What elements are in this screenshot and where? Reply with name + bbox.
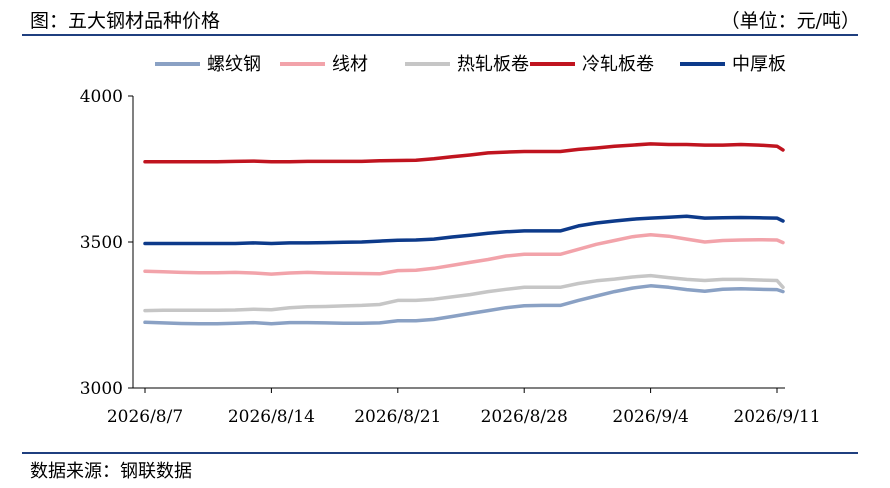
- legend-item: 中厚板: [680, 54, 786, 75]
- y-tick-label: 4000: [80, 87, 123, 107]
- x-tick: 2026/9/4: [612, 388, 689, 427]
- y-tick-label: 3000: [80, 379, 123, 399]
- y-tick: 3000: [80, 379, 133, 399]
- chart-header: 图：五大钢材品种价格 （单位：元/吨）: [0, 0, 890, 34]
- legend-item: 冷轧板卷: [530, 54, 654, 75]
- series-line-线材: [143, 232, 785, 276]
- legend-label: 冷轧板卷: [582, 54, 654, 75]
- footer-divider: [22, 452, 858, 454]
- legend-item: 线材: [280, 54, 368, 75]
- series-line-中厚板: [143, 214, 785, 246]
- header-divider: [22, 34, 858, 36]
- x-tick-label: 2026/8/7: [107, 407, 183, 427]
- price-line-chart: 螺纹钢 线材 热轧板卷 冷轧板卷 中厚板 3000 3500 4000 2026/8/7 202…: [80, 54, 821, 427]
- legend: 螺纹钢 线材 热轧板卷 冷轧板卷 中厚板: [155, 54, 786, 75]
- x-tick: 2026/8/21: [354, 388, 441, 427]
- series-lines: [143, 142, 785, 326]
- chart-title: 图：五大钢材品种价格: [30, 10, 221, 32]
- data-source: 数据来源：钢联数据: [30, 461, 192, 482]
- legend-label: 热轧板卷: [457, 54, 529, 75]
- x-tick: 2026/9/11: [733, 388, 821, 427]
- x-tick-label: 2026/9/11: [733, 407, 820, 427]
- legend-label: 螺纹钢: [207, 54, 261, 75]
- series-line-热轧板卷: [143, 273, 785, 313]
- legend-label: 中厚板: [732, 54, 786, 75]
- y-tick-label: 3500: [80, 233, 123, 253]
- unit-label: （单位：元/吨）: [720, 10, 860, 32]
- x-tick-label: 2026/8/21: [354, 407, 441, 427]
- x-tick-label: 2026/9/4: [612, 407, 688, 427]
- x-tick: 2026/8/7: [107, 388, 183, 427]
- series-line-冷轧板卷: [143, 142, 785, 164]
- legend-item: 螺纹钢: [155, 54, 261, 75]
- legend-item: 热轧板卷: [405, 54, 529, 75]
- x-tick-label: 2026/8/14: [228, 407, 315, 427]
- x-tick-label: 2026/8/28: [481, 407, 568, 427]
- x-tick: 2026/8/28: [481, 388, 568, 427]
- x-tick: 2026/8/14: [228, 388, 315, 427]
- y-tick: 3500: [80, 233, 133, 253]
- legend-label: 线材: [332, 54, 368, 75]
- axes: 3000 3500 4000 2026/8/7 2026/8/14 2026/8/21 20…: [80, 87, 821, 427]
- y-tick: 4000: [80, 87, 133, 107]
- series-line-螺纹钢: [143, 284, 785, 326]
